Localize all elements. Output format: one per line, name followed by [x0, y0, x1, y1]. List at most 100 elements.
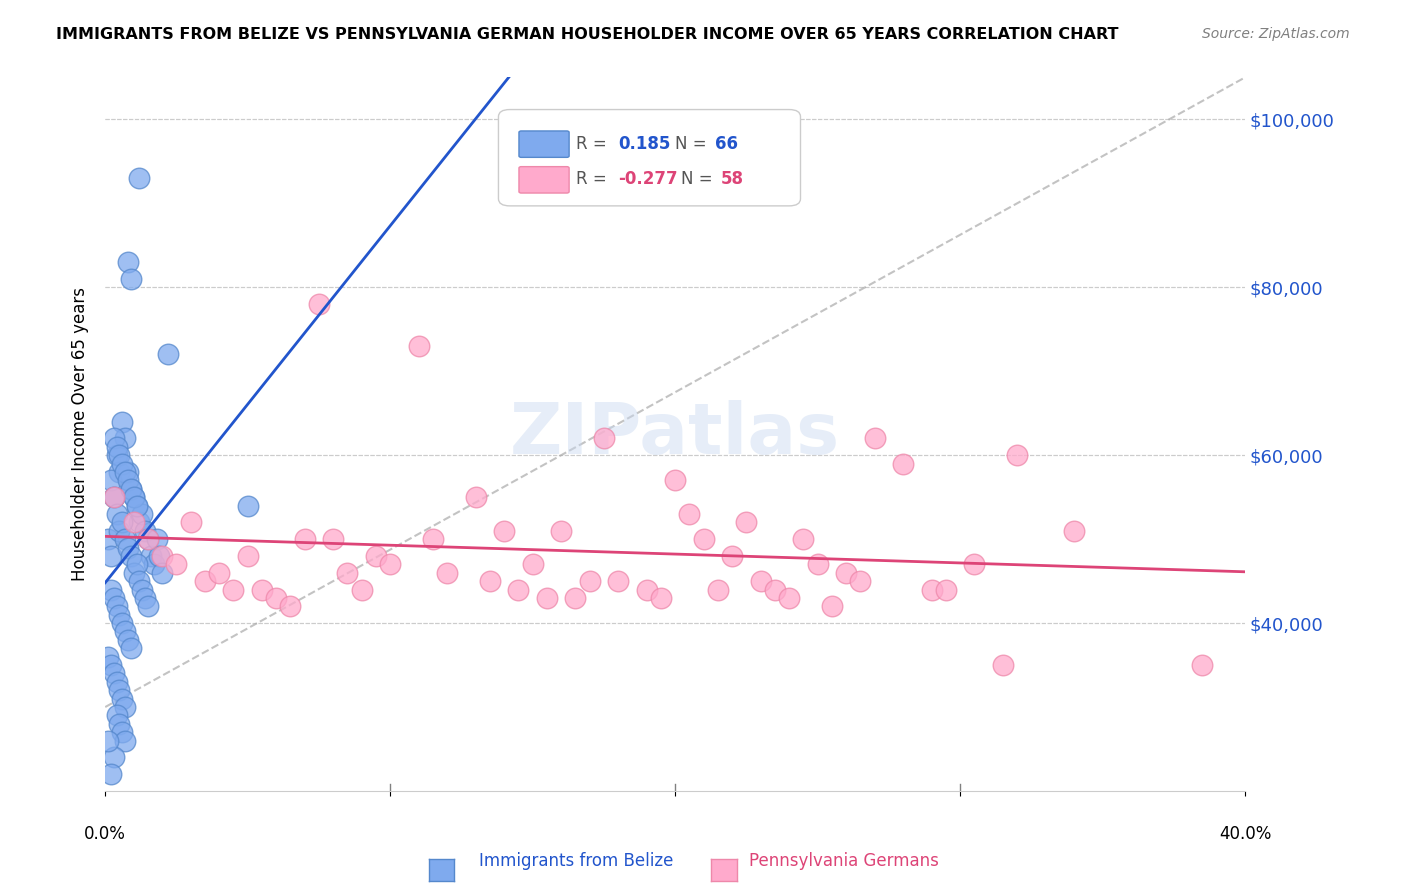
Point [991, 658, 1014, 673]
Point [128, 574, 150, 588]
Point [97, 649, 120, 664]
Point [111, 457, 134, 471]
Point [108, 524, 131, 538]
Point [100, 767, 122, 781]
Point [250, 582, 273, 597]
Point [863, 431, 886, 445]
Point [111, 516, 134, 530]
Point [125, 499, 148, 513]
Point [236, 549, 259, 563]
Text: 0.185: 0.185 [619, 135, 671, 153]
Text: -0.277: -0.277 [619, 170, 678, 188]
Point [111, 725, 134, 739]
Point [108, 716, 131, 731]
Point [194, 574, 217, 588]
Point [103, 490, 125, 504]
Point [564, 591, 586, 605]
Point [550, 524, 572, 538]
Point [105, 674, 128, 689]
Point [436, 566, 458, 580]
Point [735, 516, 758, 530]
Point [122, 516, 145, 530]
Point [103, 750, 125, 764]
Point [97, 733, 120, 747]
Point [114, 700, 136, 714]
Point [117, 632, 139, 647]
FancyBboxPatch shape [519, 131, 569, 157]
Point [935, 582, 957, 597]
Point [763, 582, 786, 597]
Text: Source: ZipAtlas.com: Source: ZipAtlas.com [1202, 27, 1350, 41]
Point [122, 490, 145, 504]
Point [100, 549, 122, 563]
Point [103, 591, 125, 605]
Point [678, 507, 700, 521]
Text: IMMIGRANTS FROM BELIZE VS PENNSYLVANIA GERMAN HOUSEHOLDER INCOME OVER 65 YEARS C: IMMIGRANTS FROM BELIZE VS PENNSYLVANIA G… [56, 27, 1119, 42]
Point [778, 591, 800, 605]
Point [336, 566, 359, 580]
Point [134, 591, 156, 605]
Point [280, 599, 302, 614]
Point [120, 482, 142, 496]
Point [105, 599, 128, 614]
Text: N =: N = [681, 170, 713, 188]
Point [120, 641, 142, 656]
Point [114, 624, 136, 639]
Point [1191, 658, 1213, 673]
Point [111, 616, 134, 631]
Point [536, 591, 558, 605]
Point [508, 582, 530, 597]
Point [125, 499, 148, 513]
Point [963, 558, 986, 572]
Text: Pennsylvania Germans: Pennsylvania Germans [748, 852, 939, 870]
Point [139, 549, 162, 563]
Point [749, 574, 772, 588]
Point [494, 524, 516, 538]
Point [165, 558, 187, 572]
Point [1005, 448, 1028, 462]
Point [108, 683, 131, 698]
Text: Immigrants from Belize: Immigrants from Belize [479, 852, 673, 870]
Point [150, 566, 173, 580]
Point [222, 582, 245, 597]
Point [100, 658, 122, 673]
Point [114, 465, 136, 479]
Point [156, 347, 179, 361]
Point [105, 708, 128, 723]
Point [208, 566, 231, 580]
Point [111, 691, 134, 706]
Point [103, 490, 125, 504]
Point [122, 490, 145, 504]
Y-axis label: Householder Income Over 65 years: Householder Income Over 65 years [72, 287, 89, 582]
Text: N =: N = [675, 135, 707, 153]
Point [150, 549, 173, 563]
Point [322, 532, 344, 546]
Point [721, 549, 744, 563]
Text: 40.0%: 40.0% [1219, 824, 1271, 843]
Point [136, 532, 159, 546]
Point [108, 465, 131, 479]
Point [792, 532, 814, 546]
Point [464, 490, 486, 504]
Point [103, 490, 125, 504]
Point [114, 532, 136, 546]
Point [821, 599, 844, 614]
Point [100, 582, 122, 597]
Point [380, 558, 402, 572]
Point [114, 431, 136, 445]
Point [180, 516, 202, 530]
Point [117, 541, 139, 555]
Point [117, 255, 139, 269]
Point [117, 474, 139, 488]
Text: 58: 58 [721, 170, 744, 188]
Point [108, 607, 131, 622]
Point [148, 549, 170, 563]
FancyBboxPatch shape [519, 167, 569, 193]
Point [114, 733, 136, 747]
Text: 0.0%: 0.0% [84, 824, 127, 843]
Point [849, 574, 872, 588]
Point [120, 272, 142, 286]
Point [105, 507, 128, 521]
Point [607, 574, 630, 588]
Point [103, 666, 125, 681]
